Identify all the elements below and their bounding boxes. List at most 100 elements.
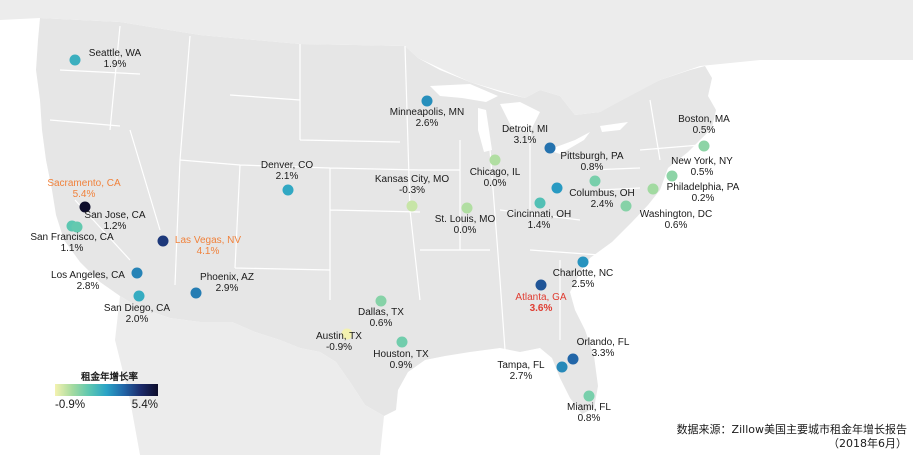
city-value-boston-ma: 0.5% [693, 125, 716, 136]
us-landmass [36, 18, 716, 416]
city-name-los-angeles-ca: Los Angeles, CA [51, 270, 125, 281]
city-value-columbus-oh: 2.4% [591, 199, 614, 210]
legend: 租金年增长率 -0.9% 5.4% [55, 371, 158, 411]
city-marker-atlanta-ga [535, 279, 547, 291]
city-value-philadelphia-pa: 0.2% [692, 193, 715, 204]
city-name-houston-tx: Houston, TX [373, 349, 429, 360]
city-marker-new-york-ny [666, 170, 678, 182]
legend-max-label: 5.4% [132, 399, 158, 411]
city-marker-chicago-il [489, 154, 501, 166]
city-name-las-vegas-nv: Las Vegas, NV [175, 235, 241, 246]
city-marker-las-vegas-nv [157, 235, 169, 247]
city-marker-denver-co [282, 184, 294, 196]
city-name-pittsburgh-pa: Pittsburgh, PA [560, 151, 624, 162]
city-value-minneapolis-mn: 2.6% [416, 118, 439, 129]
legend-gradient-bar [55, 384, 158, 396]
city-name-sacramento-ca: Sacramento, CA [47, 178, 121, 189]
city-name-columbus-oh: Columbus, OH [569, 188, 635, 199]
city-marker-san-diego-ca [133, 290, 145, 302]
city-name-new-york-ny: New York, NY [671, 156, 733, 167]
legend-min-label: -0.9% [55, 399, 85, 411]
city-name-kansas-city-mo: Kansas City, MO [375, 174, 449, 185]
city-value-kansas-city-mo: -0.3% [399, 185, 425, 196]
city-marker-detroit-mi [544, 142, 556, 154]
city-name-austin-tx: Austin, TX [316, 331, 362, 342]
city-marker-seattle-wa [69, 54, 81, 66]
city-marker-columbus-oh [551, 182, 563, 194]
city-value-washington-dc: 0.6% [665, 220, 688, 231]
city-marker-st-louis-mo [461, 202, 473, 214]
city-name-orlando-fl: Orlando, FL [577, 337, 630, 348]
city-value-san-francisco-ca: 1.1% [61, 243, 84, 254]
city-value-miami-fl: 0.8% [578, 413, 601, 424]
great-lakes [430, 84, 628, 154]
city-marker-charlotte-nc [577, 256, 589, 268]
state-borders [49, 25, 701, 351]
city-name-dallas-tx: Dallas, TX [358, 307, 404, 318]
city-value-phoenix-az: 2.9% [216, 283, 239, 294]
city-name-san-francisco-ca: San Francisco, CA [30, 232, 114, 243]
source-line-2: （2018年6月） [828, 437, 907, 450]
city-marker-austin-tx [341, 328, 353, 340]
city-name-minneapolis-mn: Minneapolis, MN [390, 107, 464, 118]
source-line-1: 数据来源：Zillow美国主要城市租金年增长报告 [676, 423, 907, 436]
city-name-washington-dc: Washington, DC [640, 209, 712, 220]
canada-landmass [0, 0, 913, 115]
city-name-seattle-wa: Seattle, WA [89, 48, 142, 59]
city-name-denver-co: Denver, CO [261, 160, 313, 171]
city-marker-tampa-fl [556, 361, 568, 373]
city-value-atlanta-ga: 3.6% [530, 303, 553, 314]
city-name-san-diego-ca: San Diego, CA [104, 303, 170, 314]
city-value-denver-co: 2.1% [276, 171, 299, 182]
city-name-tampa-fl: Tampa, FL [497, 360, 545, 371]
city-value-st-louis-mo: 0.0% [454, 225, 477, 236]
city-value-sacramento-ca: 5.4% [73, 189, 96, 200]
city-value-orlando-fl: 3.3% [592, 348, 615, 359]
city-marker-cincinnati-oh [534, 197, 546, 209]
city-marker-los-angeles-ca [131, 267, 143, 279]
city-marker-minneapolis-mn [421, 95, 433, 107]
city-marker-san-francisco-ca [71, 221, 83, 233]
city-marker-washington-dc [620, 200, 632, 212]
city-marker-sacramento-ca [79, 201, 91, 213]
city-value-new-york-ny: 0.5% [691, 167, 714, 178]
city-value-san-diego-ca: 2.0% [126, 314, 149, 325]
city-marker-boston-ma [698, 140, 710, 152]
city-name-chicago-il: Chicago, IL [470, 167, 521, 178]
city-name-cincinnati-oh: Cincinnati, OH [507, 209, 571, 220]
city-value-charlotte-nc: 2.5% [572, 279, 595, 290]
source-note: 数据来源：Zillow美国主要城市租金年增长报告 （2018年6月） [677, 423, 907, 451]
legend-title: 租金年增长率 [81, 371, 139, 383]
city-value-los-angeles-ca: 2.8% [77, 281, 100, 292]
city-marker-orlando-fl [567, 353, 579, 365]
city-marker-dallas-tx [375, 295, 387, 307]
city-value-las-vegas-nv: 4.1% [197, 246, 220, 257]
city-value-tampa-fl: 2.7% [510, 371, 533, 382]
city-marker-phoenix-az [190, 287, 202, 299]
city-name-boston-ma: Boston, MA [678, 114, 730, 125]
city-name-philadelphia-pa: Philadelphia, PA [667, 182, 740, 193]
city-name-charlotte-nc: Charlotte, NC [553, 268, 614, 279]
city-marker-philadelphia-pa [647, 183, 659, 195]
city-name-miami-fl: Miami, FL [567, 402, 611, 413]
city-name-san-jose-ca: San Jose, CA [84, 210, 145, 221]
city-value-san-jose-ca: 1.2% [104, 221, 127, 232]
city-value-austin-tx: -0.9% [326, 342, 352, 353]
city-marker-houston-tx [396, 336, 408, 348]
city-name-phoenix-az: Phoenix, AZ [200, 272, 254, 283]
city-name-detroit-mi: Detroit, MI [502, 124, 548, 135]
city-value-chicago-il: 0.0% [484, 178, 507, 189]
city-marker-pittsburgh-pa [589, 175, 601, 187]
cities-layer: Seattle, WA1.9% Minneapolis, MN2.6% Detroi… [30, 48, 739, 424]
mexico-landmass [115, 296, 384, 455]
city-value-seattle-wa: 1.9% [104, 59, 127, 70]
city-value-cincinnati-oh: 1.4% [528, 220, 551, 231]
city-value-pittsburgh-pa: 0.8% [581, 162, 604, 173]
city-value-detroit-mi: 3.1% [514, 135, 537, 146]
city-value-dallas-tx: 0.6% [370, 318, 393, 329]
city-name-st-louis-mo: St. Louis, MO [435, 214, 496, 225]
city-marker-miami-fl [583, 390, 595, 402]
city-value-houston-tx: 0.9% [390, 360, 413, 371]
